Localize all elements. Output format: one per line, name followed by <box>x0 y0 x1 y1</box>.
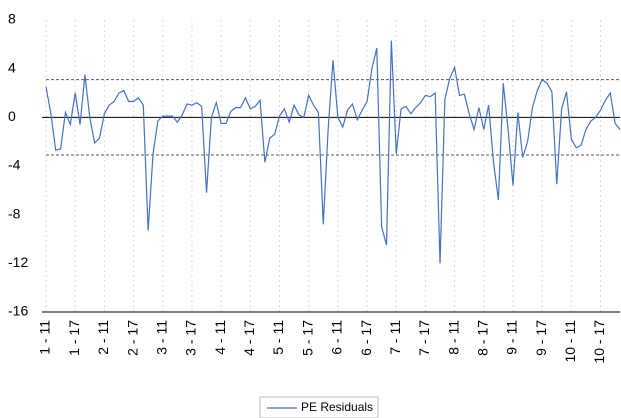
x-tick-label: 6 - 17 <box>358 320 374 356</box>
y-tick-label: -12 <box>8 254 28 270</box>
x-tick-label: 3 - 17 <box>183 320 199 356</box>
x-tick-label: 6 - 11 <box>329 320 345 355</box>
x-tick-label: 5 - 17 <box>299 320 315 356</box>
y-tick-label: -4 <box>8 157 21 173</box>
x-tick-label: 4 - 17 <box>241 320 257 356</box>
x-tick-label: 2 - 17 <box>124 320 140 356</box>
x-tick-label: 1 - 17 <box>66 320 82 356</box>
x-tick-label: 7 - 17 <box>416 320 432 356</box>
x-tick-label: 9 - 17 <box>533 320 549 356</box>
y-tick-label: -16 <box>8 303 28 319</box>
y-tick-label: -8 <box>8 205 21 221</box>
x-tick-label: 8 - 11 <box>445 320 461 355</box>
legend: PE Residuals <box>259 396 379 418</box>
legend-box <box>259 396 379 418</box>
x-tick-label: 5 - 11 <box>270 320 286 355</box>
x-tick-label: 2 - 11 <box>95 320 111 355</box>
legend-label: PE Residuals <box>301 400 373 414</box>
y-tick-label: 8 <box>8 11 16 27</box>
y-tick-label: 0 <box>8 108 16 124</box>
x-tick-label: 9 - 11 <box>504 320 520 355</box>
x-tick-label: 4 - 11 <box>212 320 228 355</box>
x-tick-label: 8 - 17 <box>474 320 490 356</box>
x-tick-label: 10 - 17 <box>591 320 607 364</box>
x-tick-label: 7 - 11 <box>387 320 403 355</box>
y-tick-label: 4 <box>8 59 16 75</box>
x-tick-label: 3 - 11 <box>153 320 169 355</box>
data-line <box>45 40 621 264</box>
x-tick-label: 10 - 11 <box>562 320 578 363</box>
x-tick-label: 1 - 11 <box>37 320 53 355</box>
